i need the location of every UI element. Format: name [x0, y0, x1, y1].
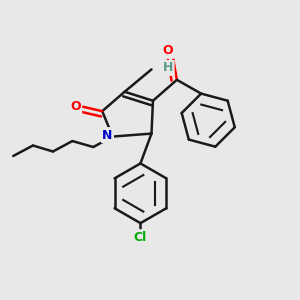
Text: O: O	[70, 100, 81, 113]
Text: H: H	[163, 61, 173, 74]
Text: Cl: Cl	[134, 231, 147, 244]
Text: O: O	[163, 44, 173, 57]
Text: N: N	[102, 129, 112, 142]
